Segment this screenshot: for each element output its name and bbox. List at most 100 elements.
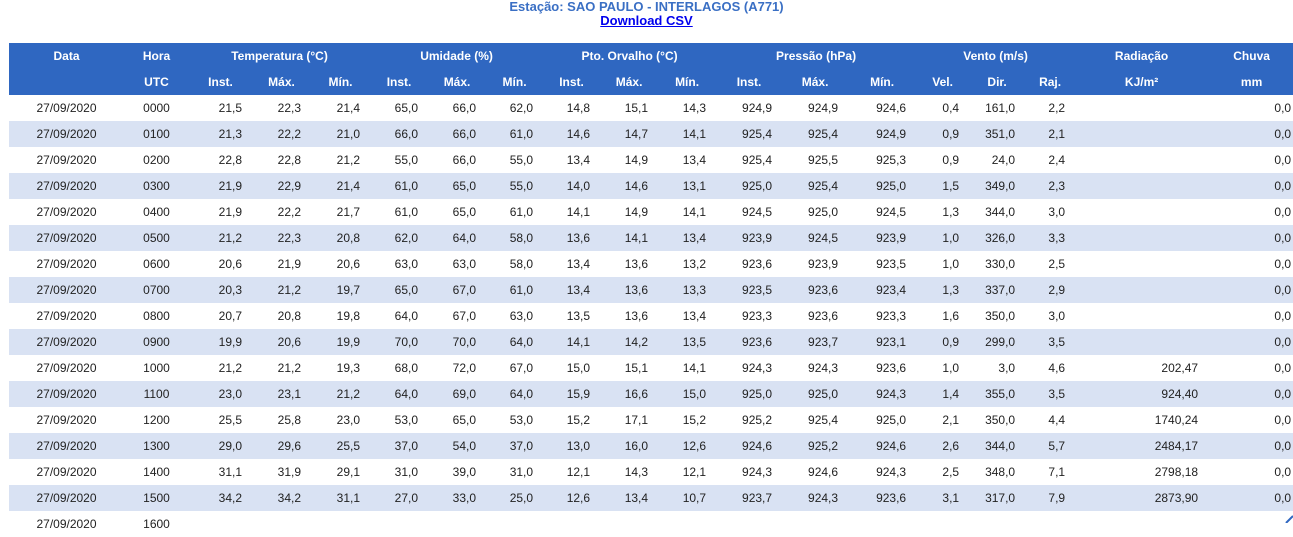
cell-orvalho-max: 15,1 (624, 101, 649, 115)
cell-chuva: 0,0 (1208, 485, 1293, 511)
cell-pressao-min: 923,9 (848, 225, 917, 251)
cell-pressao-max: 923,7 (782, 329, 849, 355)
cell-vento-raj: 4,6 (1048, 361, 1066, 375)
cell-temp-inst: 31,1 (218, 465, 242, 479)
cell-umid-min: 64,0 (486, 381, 544, 407)
cell-vento-raj: 3,0 (1048, 205, 1066, 219)
cell-umid-max: 67,0 (428, 277, 487, 303)
subheader-orv-max: Máx. (600, 69, 659, 95)
cell-hora: 0200 (143, 153, 170, 167)
cell-temp-min: 23,0 (336, 413, 361, 427)
cell-temp-inst: 21,2 (189, 225, 252, 251)
cell-orvalho-inst: 12,1 (566, 465, 591, 479)
cell-hora: 1300 (124, 433, 189, 459)
cell-chuva: 0,0 (1208, 329, 1293, 355)
cell-pressao-max: 923,6 (782, 277, 849, 303)
table-row: 27/09/2020 0600 20,6 21,9 20,6 63,0 63,0 58,0 13… (9, 251, 1293, 277)
cell-pressao-max: 923,9 (808, 257, 839, 271)
table-row: 27/09/2020 0000 21,5 22,3 21,4 65,0 66,0 62,0 14… (9, 95, 1293, 121)
header-row-groups: Data Hora Temperatura (°C) Umidade (%) P… (9, 43, 1293, 69)
cell-data: 27/09/2020 (9, 433, 124, 459)
cell-orvalho-min: 14,1 (682, 205, 707, 219)
download-csv-link[interactable]: Download CSV (600, 13, 693, 28)
cell-temp-min: 31,1 (311, 485, 371, 511)
cell-orvalho-min: 13,4 (658, 225, 717, 251)
cell-pressao-inst: 924,9 (742, 101, 773, 115)
cell-chuva: 0,0 (1208, 277, 1293, 303)
cell-pressao-inst: 924,6 (716, 433, 783, 459)
cell-data: 27/09/2020 (36, 465, 97, 479)
download-csv-container: Download CSV (0, 13, 1293, 28)
cell-pressao-inst: 923,3 (742, 309, 773, 323)
cell-vento-vel: 2,6 (916, 433, 970, 459)
cell-vento-dir: 161,0 (985, 101, 1016, 115)
cell-pressao-inst: 925,0 (716, 173, 783, 199)
cell-orvalho-inst: 12,6 (543, 485, 601, 511)
cell-temp-min (311, 511, 370, 537)
table-row: 27/09/2020 0300 21,9 22,9 21,4 61,0 65,0 55,0 14… (9, 173, 1293, 199)
cell-vento-dir: 351,0 (969, 121, 1026, 147)
cell-radiacao: 2484,17 (1075, 433, 1209, 459)
cell-pressao-min: 924,6 (876, 101, 907, 115)
cell-hora: 0500 (124, 225, 189, 251)
subheader-pres-max: Máx. (782, 69, 849, 95)
cell-umid-min: 58,0 (486, 225, 544, 251)
cell-pressao-max: 925,0 (782, 381, 849, 407)
subheader-radiacao-unit: KJ/m² (1075, 69, 1209, 95)
cell-umid-min: 58,0 (509, 257, 534, 271)
cell-umid-min: 31,0 (509, 465, 534, 479)
header-radiacao: Radiação (1075, 43, 1209, 69)
cell-data: 27/09/2020 (36, 257, 97, 271)
cell-umid-inst: 53,0 (394, 413, 419, 427)
cell-pressao-inst (716, 511, 782, 537)
cell-orvalho-min: 14,1 (658, 121, 717, 147)
cell-radiacao (1075, 95, 1208, 121)
cell-hora: 1200 (143, 413, 170, 427)
cell-temp-min: 21,0 (311, 121, 371, 147)
cell-orvalho-max: 13,6 (624, 257, 649, 271)
table-row: 27/09/2020 0200 22,8 22,8 21,2 55,0 66,0 55,0 13… (9, 147, 1293, 173)
cell-umid-inst: 55,0 (394, 153, 419, 167)
cell-orvalho-max: 14,1 (600, 225, 659, 251)
cell-umid-max: 69,0 (428, 381, 487, 407)
header-umidade: Umidade (%) (370, 43, 544, 69)
cell-temp-inst: 21,9 (189, 173, 252, 199)
cell-vento-vel: 1,3 (942, 205, 960, 219)
cell-temp-max: 22,2 (277, 205, 301, 219)
cell-vento-dir: 350,0 (985, 413, 1016, 427)
cell-vento-vel: 0,9 (916, 329, 970, 355)
cell-radiacao (1075, 147, 1208, 173)
cell-umid-max: 65,0 (452, 413, 477, 427)
cell-pressao-max: 925,4 (808, 413, 839, 427)
header-chuva: Chuva (1208, 43, 1293, 69)
cell-orvalho-max: 16,6 (600, 381, 659, 407)
cell-chuva: 0,0 (1208, 225, 1293, 251)
cell-pressao-min: 923,3 (876, 309, 907, 323)
cell-hora: 0100 (124, 121, 189, 147)
table-row: 27/09/2020 0900 19,9 20,6 19,9 70,0 70,0 64,0 14… (9, 329, 1293, 355)
subheader-vento-dir: Dir. (969, 69, 1026, 95)
header-pressao: Pressão (hPa) (716, 43, 917, 69)
cell-orvalho-max: 13,6 (600, 277, 659, 303)
cell-data: 27/09/2020 (36, 309, 97, 323)
cell-umid-inst: 27,0 (370, 485, 429, 511)
cell-hora: 1600 (143, 517, 170, 531)
cell-umid-min: 61,0 (486, 121, 544, 147)
weather-data-table: Data Hora Temperatura (°C) Umidade (%) P… (9, 43, 1293, 537)
cell-orvalho-min: 13,4 (682, 153, 707, 167)
cell-vento-vel: 0,9 (942, 153, 960, 167)
cell-umid-min (486, 511, 543, 537)
cell-temp-inst: 20,7 (218, 309, 242, 323)
cell-temp-min: 29,1 (336, 465, 361, 479)
cell-vento-raj (1025, 511, 1075, 537)
cell-umid-inst: 64,0 (370, 381, 429, 407)
cell-data: 27/09/2020 (36, 205, 97, 219)
cell-pressao-inst: 925,4 (742, 153, 773, 167)
cell-temp-max: 21,9 (277, 257, 301, 271)
cell-temp-max: 25,8 (277, 413, 301, 427)
cell-temp-max: 21,2 (277, 361, 301, 375)
cell-hora: 1000 (143, 361, 170, 375)
cell-temp-max (252, 511, 311, 537)
cell-vento-dir: 348,0 (985, 465, 1016, 479)
cell-temp-inst: 21,9 (218, 205, 242, 219)
